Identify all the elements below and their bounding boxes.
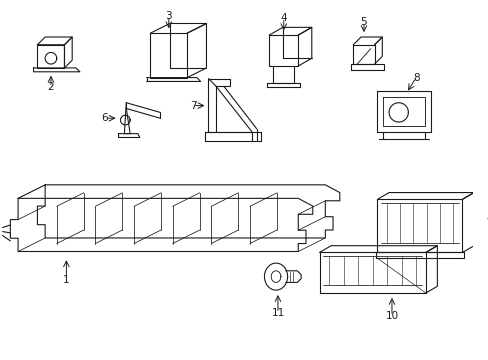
Text: 11: 11 (271, 308, 284, 318)
Text: 6: 6 (102, 113, 108, 123)
Text: 10: 10 (385, 311, 398, 321)
Text: 7: 7 (189, 100, 196, 111)
Text: 2: 2 (47, 82, 54, 92)
Text: 9: 9 (485, 216, 488, 226)
Text: 1: 1 (63, 275, 70, 285)
Text: 5: 5 (360, 17, 366, 27)
Text: 3: 3 (165, 11, 172, 21)
Text: 4: 4 (280, 13, 286, 23)
Text: 8: 8 (412, 73, 419, 82)
